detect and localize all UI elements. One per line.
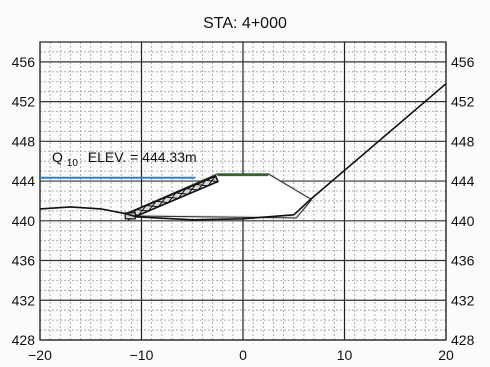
- y-tick-label-right: 440: [451, 213, 475, 229]
- x-tick-label: 0: [239, 347, 247, 363]
- riprap-hatch: [187, 184, 197, 195]
- y-tick-label-right: 428: [451, 332, 475, 348]
- y-tick-label-left: 428: [12, 332, 36, 348]
- y-tick-label-left: 440: [12, 213, 36, 229]
- y-tick-label-left: 448: [12, 133, 36, 149]
- y-tick-label-right: 448: [451, 133, 475, 149]
- water-elevation-value: ELEV. = 444.33m: [88, 149, 197, 165]
- y-tick-label-left: 436: [12, 253, 36, 269]
- data-layer: [39, 83, 447, 221]
- y-tick-label-left: 452: [12, 94, 36, 110]
- riprap-hatch: [138, 205, 147, 216]
- tick-label-layer: 428 428 432 432 436 436 440 440 444 444 448 448 452 4…: [12, 54, 475, 363]
- riprap-hatch: [197, 179, 207, 191]
- y-tick-label-left: 456: [12, 54, 36, 70]
- riprap-hatch: [207, 175, 216, 187]
- riprap-hatch: [177, 188, 187, 199]
- x-tick-label: 20: [438, 347, 454, 363]
- riprap-hatch: [167, 192, 177, 203]
- x-tick-label: 10: [337, 347, 353, 363]
- x-tick-label: −20: [28, 347, 52, 363]
- x-tick-label: −10: [130, 347, 154, 363]
- riprap-hatch: [157, 196, 167, 208]
- y-tick-label-left: 432: [12, 292, 36, 308]
- water-elevation-subscript: 10: [67, 158, 79, 169]
- y-tick-label-left: 444: [12, 173, 36, 189]
- y-tick-label-right: 436: [451, 253, 475, 269]
- plot-frame: [39, 41, 447, 341]
- chart-title: STA: 4+000: [203, 15, 287, 32]
- existing-ground-line: [39, 83, 447, 221]
- riprap-hatch: [148, 200, 157, 212]
- y-tick-label-right: 444: [451, 173, 475, 189]
- water-elevation-label: Q 10 ELEV. = 444.33m: [52, 149, 197, 169]
- water-elevation-prefix: Q: [52, 149, 63, 165]
- y-tick-label-right: 432: [451, 292, 475, 308]
- y-tick-label-right: 452: [451, 94, 475, 110]
- y-tick-label-right: 456: [451, 54, 475, 70]
